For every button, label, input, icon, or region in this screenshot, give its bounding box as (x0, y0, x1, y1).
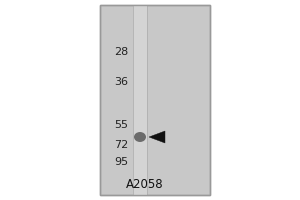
Text: 95: 95 (114, 157, 128, 167)
Bar (100, 5, 210, 195)
Text: A2058: A2058 (126, 178, 164, 192)
Ellipse shape (134, 132, 146, 142)
Bar (133, 5, 147, 195)
Polygon shape (149, 131, 165, 143)
Text: 55: 55 (114, 120, 128, 130)
Bar (100, 5, 210, 195)
Text: 36: 36 (114, 77, 128, 87)
Text: 72: 72 (114, 140, 128, 150)
Text: 28: 28 (114, 47, 128, 57)
